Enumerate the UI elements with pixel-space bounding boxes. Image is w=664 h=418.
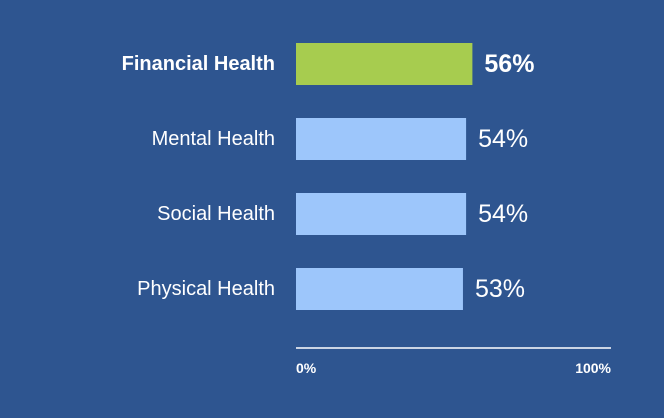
x-tick-label-100: 100% — [575, 360, 611, 376]
value-labels: 56% 54% 54% 53% — [475, 50, 534, 303]
bar-physical-health — [296, 268, 463, 310]
value-label-physical-health: 53% — [475, 275, 525, 303]
value-label-social-health: 54% — [478, 200, 528, 228]
category-label-mental-health: Mental Health — [152, 128, 275, 150]
value-label-mental-health: 54% — [478, 125, 528, 153]
bar-financial-health — [296, 43, 473, 85]
value-label-financial-health: 56% — [484, 50, 534, 78]
x-tick-label-0: 0% — [296, 360, 317, 376]
bars-layer — [296, 43, 473, 310]
category-label-physical-health: Physical Health — [137, 278, 275, 300]
category-label-financial-health: Financial Health — [122, 53, 275, 75]
category-label-social-health: Social Health — [157, 203, 275, 225]
bar-social-health — [296, 193, 467, 235]
bar-mental-health — [296, 118, 467, 160]
x-axis-tick-labels: 0% 100% — [296, 360, 612, 376]
category-labels: Financial Health Mental Health Social Heal… — [122, 53, 275, 300]
